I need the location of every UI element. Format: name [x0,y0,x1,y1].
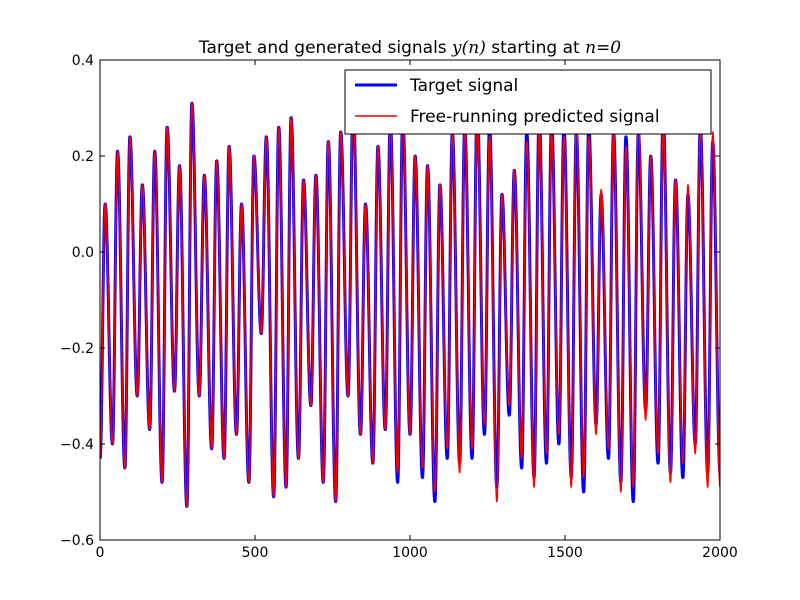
x-tick-label: 0 [96,545,105,561]
y-tick-label: −0.6 [60,533,94,549]
series-layer [100,101,720,508]
legend-label-predicted: Free-running predicted signal [410,107,660,127]
chart-legend: Target signal Free-running predicted sig… [344,69,712,135]
y-tick-label: −0.2 [60,341,94,357]
series-line-predicted [100,102,720,508]
y-axis-tick-labels: 0.4 0.2 0.0 −0.2 −0.4 −0.6 [60,53,94,549]
x-tick-label: 500 [242,545,269,561]
x-tick-label: 2000 [702,545,738,561]
chart-title: Target and generated signals y(n) starti… [198,38,621,58]
chart-title-math-y: y(n) [451,38,486,58]
y-tick-label: 0.0 [72,245,94,261]
chart-title-math-n: n=0 [585,38,621,58]
y-tick-label: 0.2 [72,149,94,165]
legend-label-target: Target signal [409,76,518,96]
axis-ticks [99,59,721,541]
legend-box [344,69,712,135]
y-tick-label: 0.4 [72,53,94,69]
x-tick-label: 1000 [392,545,428,561]
y-tick-label: −0.4 [60,437,94,453]
chart-title-prefix: Target and generated signals [198,38,452,58]
x-axis-tick-labels: 0 500 1000 1500 2000 [96,545,738,561]
chart-title-middle: starting at [486,38,585,58]
x-tick-label: 1500 [547,545,583,561]
